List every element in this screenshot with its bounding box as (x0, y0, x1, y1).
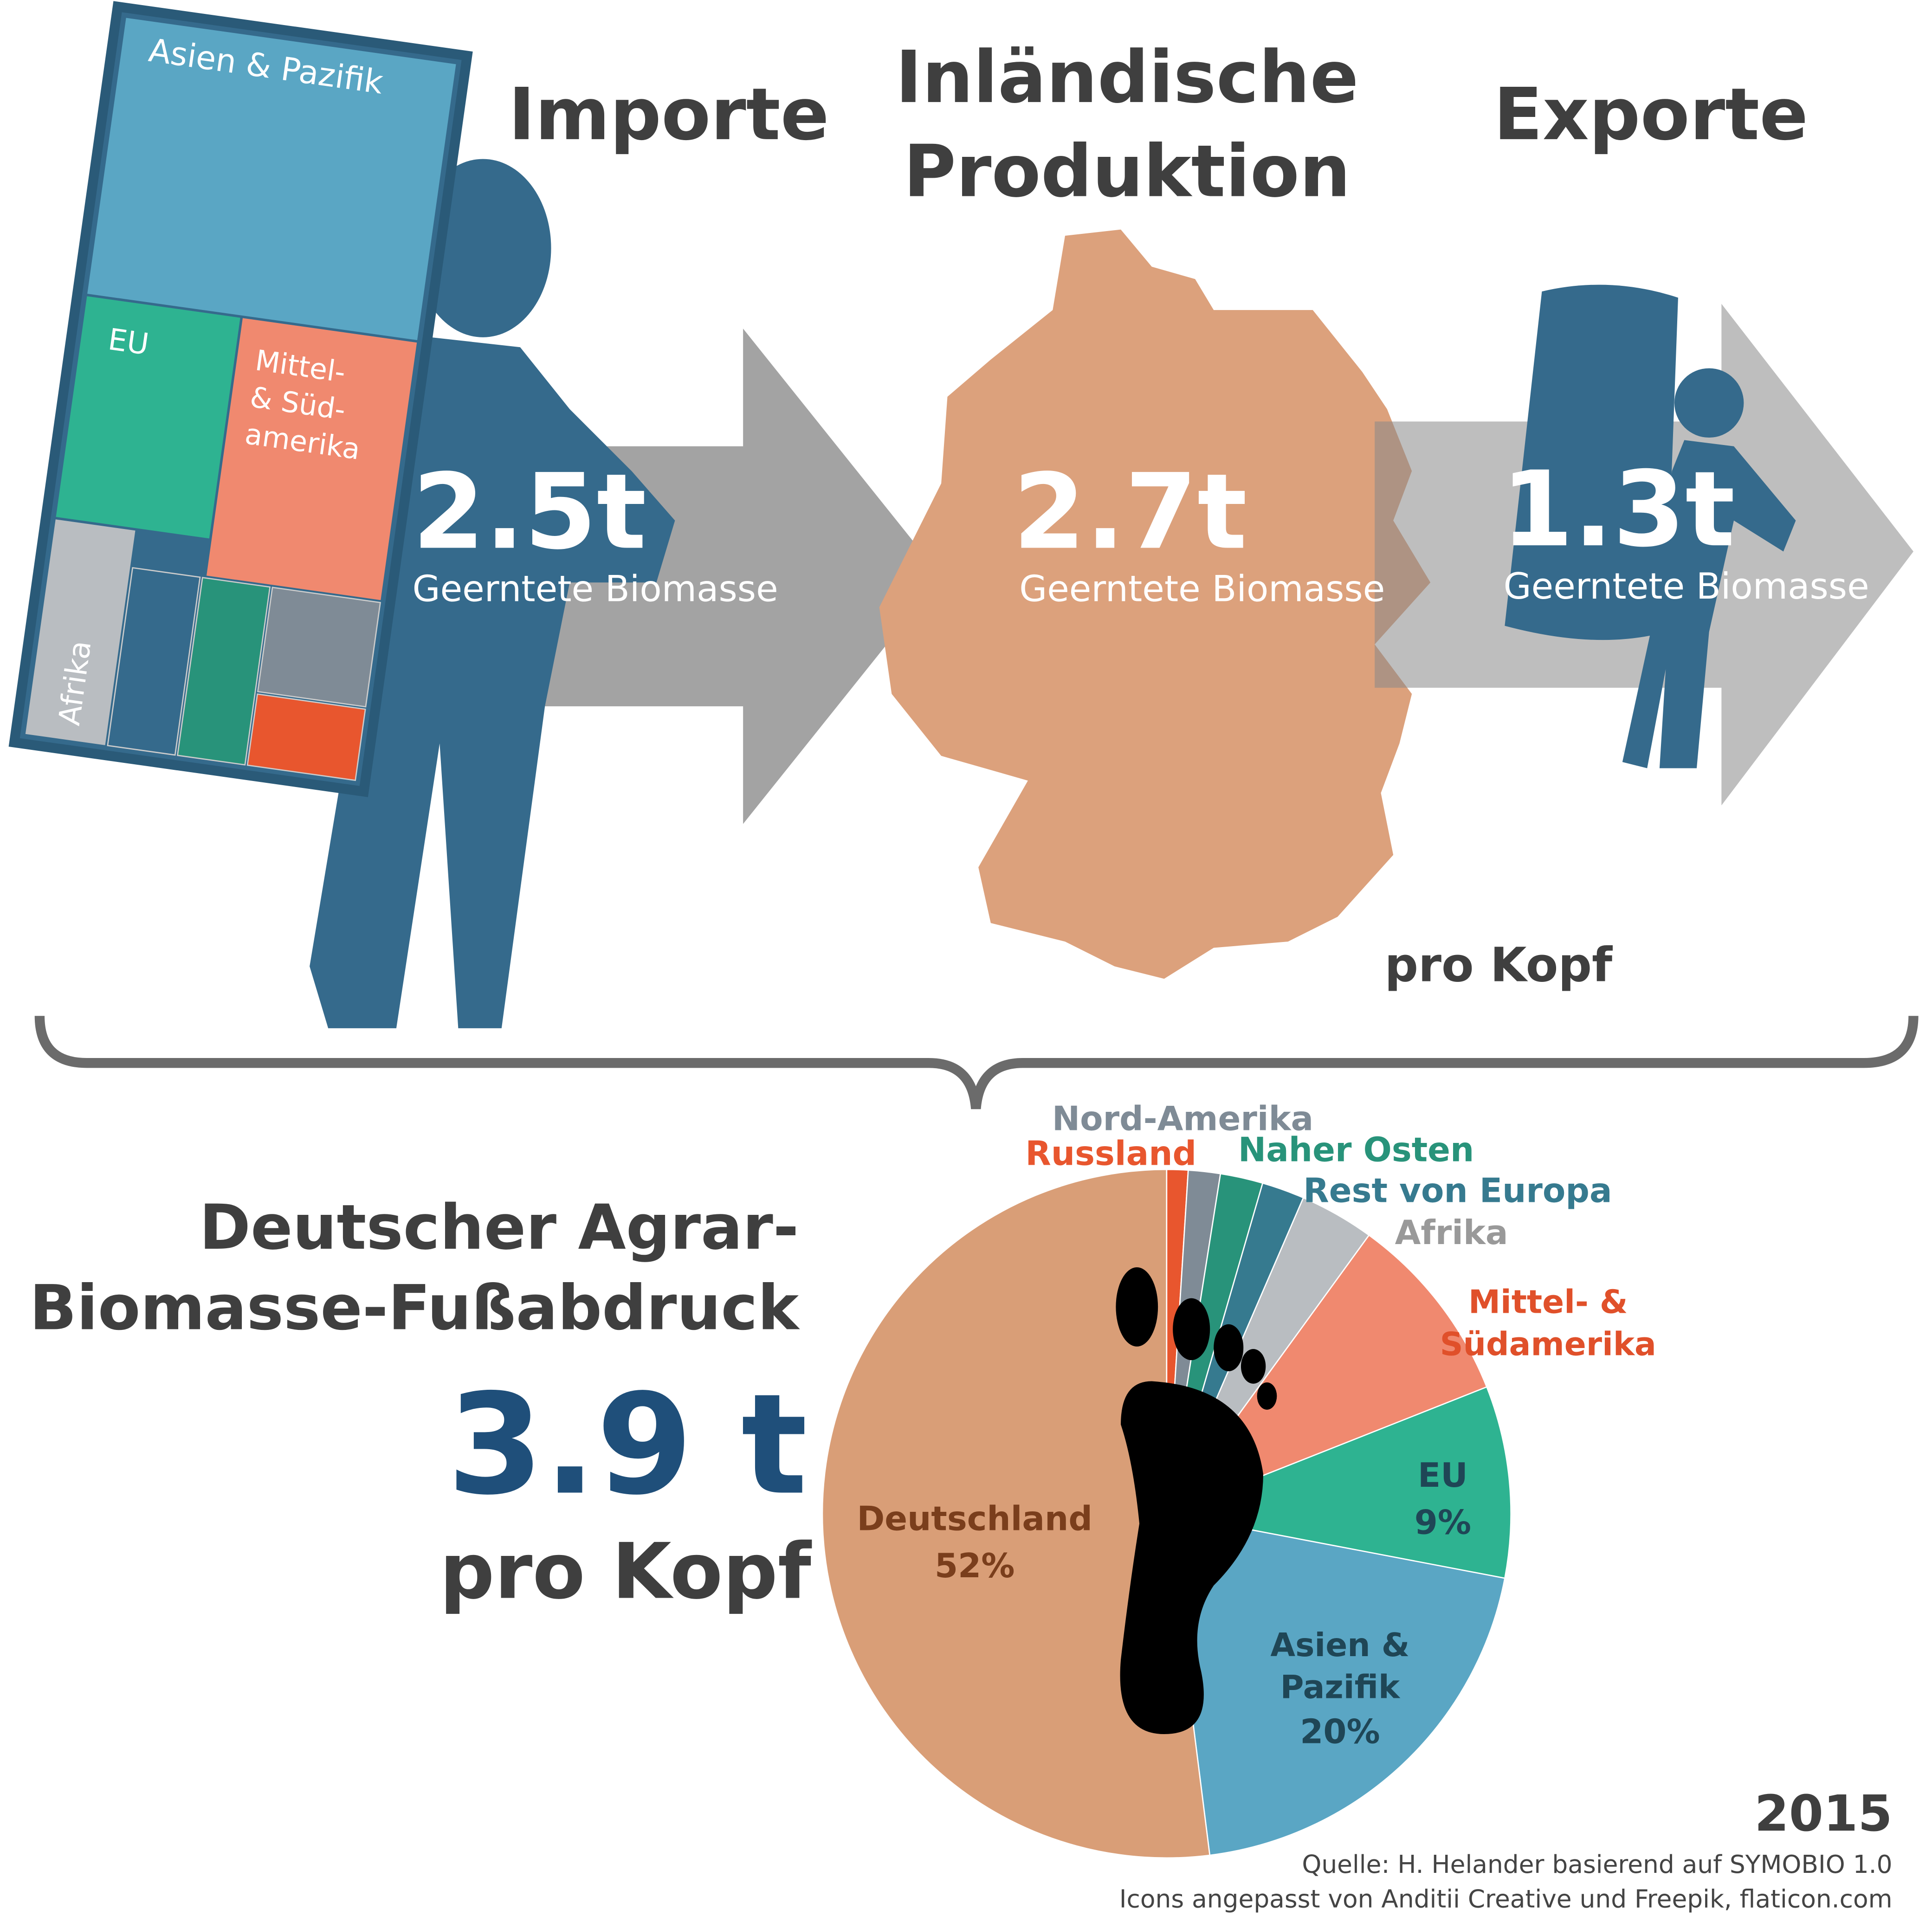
footprint-title: Deutscher Agrar- (199, 1192, 799, 1264)
imports-amount: 2.5t (413, 452, 646, 573)
production-title: Produktion (904, 129, 1351, 213)
pie-label: Asien & Pazifik (1270, 1627, 1410, 1707)
pie-slice (1166, 1513, 1506, 1856)
pie-slice (1164, 1386, 1512, 1579)
pie-slice (821, 1168, 1211, 1859)
pie-label: Mittel- & Südamerika (1440, 1284, 1656, 1364)
germany-map (879, 229, 1431, 979)
production-amount: 2.7t (1013, 452, 1247, 573)
pie-label: Asien & Pazifik (1270, 1627, 1410, 1707)
pie-value-label: 52% (935, 1546, 1014, 1585)
treemap-label: EU (106, 323, 151, 362)
production-title: Inländische (895, 35, 1358, 119)
footprint-icon (1116, 1267, 1277, 1735)
credits: Icons angepasst von Anditii Creative und… (1119, 1884, 1893, 1914)
year: 2015 (1755, 1785, 1893, 1843)
pie-value-label: 9% (1415, 1503, 1471, 1542)
treemap: Asien & Pazifik EU Mittel- & Süd- amerik… (8, 1, 473, 797)
pie-label: Nord-Amerika (1052, 1099, 1313, 1138)
per-capita: pro Kopf (1384, 938, 1613, 993)
pie-value-label: 20% (1300, 1712, 1380, 1751)
footprint-total: 3.9 t (447, 1365, 808, 1526)
pie-label: Afrika (1395, 1213, 1508, 1252)
imports-unit: Geerntete Biomasse (413, 568, 778, 610)
footprint-per-capita: pro Kopf (439, 1527, 812, 1616)
pie-label: Russland (1025, 1134, 1196, 1173)
pie-label: Mittel- & Südamerika (1440, 1284, 1656, 1364)
production-unit: Geerntete Biomasse (1019, 568, 1385, 610)
source: Quelle: H. Helander basierend auf SYMOBI… (1302, 1850, 1892, 1879)
exports-unit: Geerntete Biomasse (1504, 566, 1869, 607)
pie-label: Naher Osten (1238, 1130, 1474, 1169)
exports-amount: 1.3t (1501, 449, 1735, 570)
pie-label: Deutschland (857, 1499, 1092, 1538)
imports-title: Importe (508, 72, 829, 156)
exporter-figure (1505, 284, 1796, 768)
footprint-title: Biomasse-Fußabdruck (29, 1272, 800, 1344)
brace (34, 1016, 1919, 1110)
exports-title: Exporte (1493, 72, 1808, 156)
pie-label: Rest von Europa (1303, 1171, 1612, 1210)
pie-label: EU (1418, 1456, 1468, 1495)
